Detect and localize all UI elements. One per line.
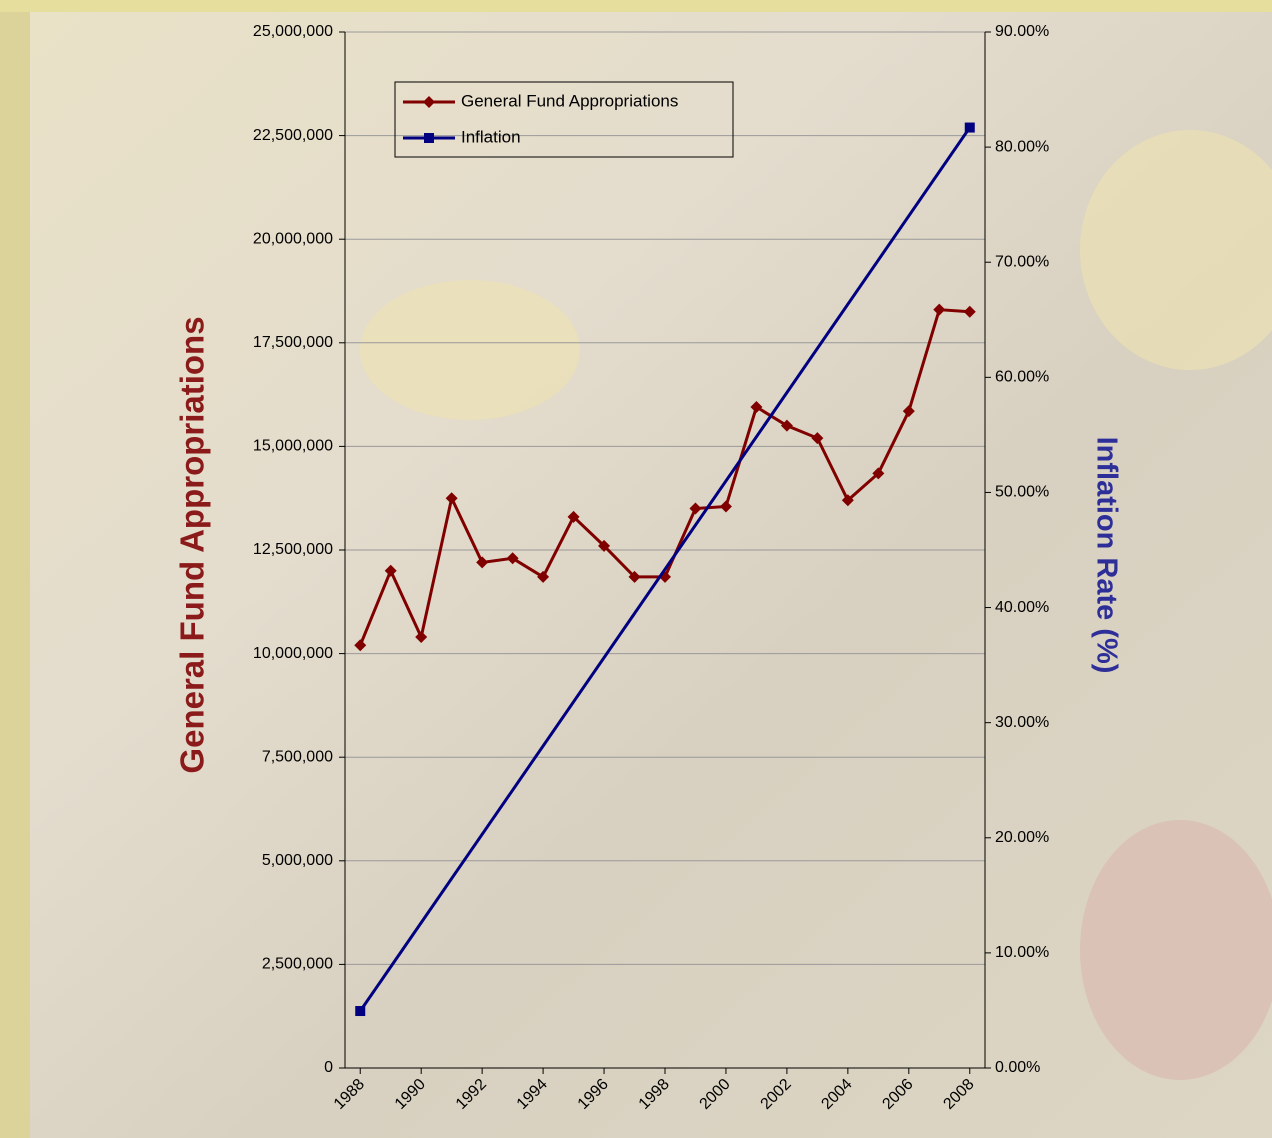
border [0, 0, 30, 1138]
y2-tick-label: 0.00% [995, 1059, 1040, 1076]
y2-tick-label: 30.00% [995, 714, 1049, 731]
y2-tick-label: 70.00% [995, 253, 1049, 270]
y2-tick-label: 60.00% [995, 369, 1049, 386]
y-tick-label: 22,500,000 [253, 127, 333, 144]
legend-marker [424, 133, 434, 143]
y-tick-label: 12,500,000 [253, 541, 333, 558]
y-tick-label: 5,000,000 [262, 852, 333, 869]
y-axis-title: General Fund Appropriations [174, 316, 211, 773]
y2-axis-title: Inflation Rate (%) [1090, 437, 1122, 674]
y2-tick-label: 10.00% [995, 944, 1049, 961]
y2-tick-label: 80.00% [995, 138, 1049, 155]
marker [355, 1006, 365, 1016]
legend-label: Inflation [461, 127, 521, 146]
y-tick-label: 25,000,000 [253, 23, 333, 40]
y-tick-label: 17,500,000 [253, 334, 333, 351]
photo-shape [1080, 820, 1272, 1080]
y2-tick-label: 20.00% [995, 829, 1049, 846]
y2-tick-label: 90.00% [995, 23, 1049, 40]
photo-shape [360, 280, 580, 420]
y-tick-label: 15,000,000 [253, 438, 333, 455]
y-tick-label: 7,500,000 [262, 748, 333, 765]
y-tick-label: 0 [324, 1059, 333, 1076]
border [0, 0, 1272, 12]
y2-tick-label: 40.00% [995, 599, 1049, 616]
legend-label: General Fund Appropriations [461, 91, 678, 110]
y2-tick-label: 50.00% [995, 484, 1049, 501]
y-tick-label: 10,000,000 [253, 645, 333, 662]
y-tick-label: 20,000,000 [253, 230, 333, 247]
marker [965, 123, 975, 133]
y-tick-label: 2,500,000 [262, 956, 333, 973]
chart: General Fund Appropriations Inflation Ra… [0, 0, 1272, 1138]
